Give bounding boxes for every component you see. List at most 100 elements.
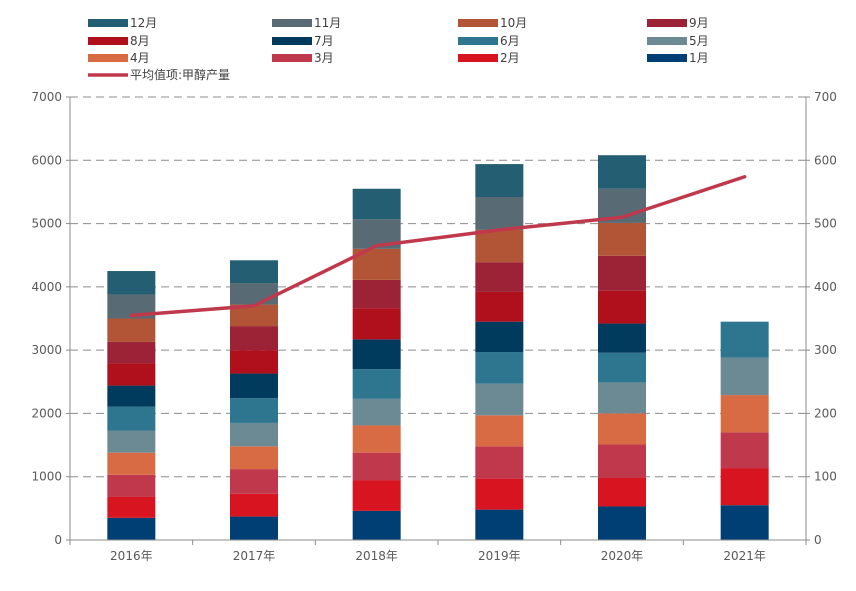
x-tick-label: 2019年 xyxy=(478,549,521,563)
bar-segment-12月 xyxy=(475,164,524,197)
left-y-tick-label: 7000 xyxy=(31,90,62,104)
right-y-tick-label: 400 xyxy=(814,280,837,294)
bar-segment-2月 xyxy=(720,468,769,506)
legend-label: 1月 xyxy=(689,51,709,65)
bar-segment-6月 xyxy=(352,369,401,399)
left-y-tick-label: 5000 xyxy=(31,217,62,231)
legend-label: 9月 xyxy=(689,16,709,30)
bar-segment-12月 xyxy=(352,188,401,220)
bar-segment-10月 xyxy=(598,222,646,256)
bar-segment-3月 xyxy=(230,469,278,494)
bar-segment-12月 xyxy=(598,155,646,189)
bar-segment-2月 xyxy=(352,480,401,511)
bar-segment-10月 xyxy=(475,229,524,263)
left-y-tick-label: 3000 xyxy=(31,343,62,357)
left-y-tick-label: 2000 xyxy=(31,406,62,420)
bar-segment-6月 xyxy=(475,352,524,384)
bar-segment-3月 xyxy=(352,452,401,481)
right-y-tick-label: 0 xyxy=(814,533,822,547)
bar-segment-9月 xyxy=(352,279,401,309)
legend-label: 4月 xyxy=(130,51,150,65)
legend-swatch-9月 xyxy=(647,19,687,27)
bar-segment-5月 xyxy=(598,382,646,414)
bar-segment-8月 xyxy=(230,350,278,374)
bar-segment-5月 xyxy=(720,357,769,396)
legend-swatch-12月 xyxy=(88,19,128,27)
bar-segment-1月 xyxy=(720,505,769,540)
bar-segment-4月 xyxy=(352,425,401,453)
bar-segment-4月 xyxy=(107,452,156,475)
bar-segment-5月 xyxy=(475,383,524,416)
legend-swatch-4月 xyxy=(88,54,128,62)
legend-label: 2月 xyxy=(500,51,520,65)
bar-segment-1月 xyxy=(107,517,156,540)
bar-segment-8月 xyxy=(598,290,646,324)
bar-segment-1月 xyxy=(475,509,524,540)
x-tick-label: 2020年 xyxy=(601,549,644,563)
right-y-tick-label: 600 xyxy=(814,153,837,167)
axes xyxy=(66,96,810,545)
legend-label: 5月 xyxy=(689,34,709,48)
average-line-layer xyxy=(129,174,747,318)
tick-labels: 2016年 2017年 2018年 2019年 2020年 2021年0100020003… xyxy=(31,90,836,563)
bar-segment-9月 xyxy=(107,341,156,364)
bar-segment-2月 xyxy=(475,478,524,510)
bar-segment-1月 xyxy=(230,516,278,540)
bar-segment-4月 xyxy=(475,415,524,447)
legend-swatch-7月 xyxy=(272,37,312,45)
left-y-tick-label: 0 xyxy=(54,533,62,547)
legend-label: 11月 xyxy=(314,16,341,30)
bar-segment-9月 xyxy=(475,262,524,292)
bar-segment-4月 xyxy=(598,413,646,445)
bar-segment-2月 xyxy=(107,496,156,518)
bar-segment-6月 xyxy=(230,398,278,423)
right-y-tick-label: 200 xyxy=(814,406,837,420)
bar-segment-12月 xyxy=(230,260,278,284)
bar-segment-5月 xyxy=(230,422,278,447)
gridlines xyxy=(70,96,806,478)
left-y-tick-label: 6000 xyxy=(31,153,62,167)
bar-segment-8月 xyxy=(475,291,524,322)
bar-segment-6月 xyxy=(598,352,646,383)
bar-segment-6月 xyxy=(720,321,769,358)
legend-label: 6月 xyxy=(500,34,520,48)
x-tick-label: 2021年 xyxy=(723,549,766,563)
bar-segment-2月 xyxy=(598,477,646,507)
bar-segment-7月 xyxy=(352,339,401,370)
legend-swatch-11月 xyxy=(272,19,312,27)
legend-label: 12月 xyxy=(130,16,157,30)
x-tick-label: 2016年 xyxy=(110,549,153,563)
average-line xyxy=(129,174,747,318)
legend-swatch-1月 xyxy=(647,54,687,62)
bar-segment-2月 xyxy=(230,493,278,517)
legend-swatch-8月 xyxy=(88,37,128,45)
bar-segment-11月 xyxy=(475,196,524,230)
bar-segment-5月 xyxy=(107,430,156,453)
bar-segment-4月 xyxy=(720,395,769,433)
right-y-tick-label: 700 xyxy=(814,90,837,104)
bar-segment-11月 xyxy=(230,283,278,305)
bar-segment-9月 xyxy=(230,326,278,351)
legend-label: 8月 xyxy=(130,34,150,48)
legend-label-line: 平均值项:甲醇产量 xyxy=(130,67,230,82)
legend-swatch-5月 xyxy=(647,37,687,45)
bars xyxy=(107,155,769,540)
bar-segment-8月 xyxy=(107,363,156,386)
legend-swatch-10月 xyxy=(458,19,498,27)
left-y-tick-label: 4000 xyxy=(31,280,62,294)
x-tick-label: 2018年 xyxy=(355,549,398,563)
x-tick-label: 2017年 xyxy=(233,549,276,563)
bar-segment-7月 xyxy=(230,373,278,399)
left-y-tick-label: 1000 xyxy=(31,470,62,484)
right-y-tick-label: 500 xyxy=(814,217,837,231)
bar-segment-10月 xyxy=(230,304,278,327)
bar-segment-3月 xyxy=(598,444,646,478)
bar-segment-1月 xyxy=(352,510,401,540)
bar-segment-3月 xyxy=(475,446,524,479)
right-y-tick-label: 100 xyxy=(814,470,837,484)
legend-swatch-6月 xyxy=(458,37,498,45)
legend-label: 7月 xyxy=(314,34,334,48)
bar-segment-1月 xyxy=(598,506,646,540)
